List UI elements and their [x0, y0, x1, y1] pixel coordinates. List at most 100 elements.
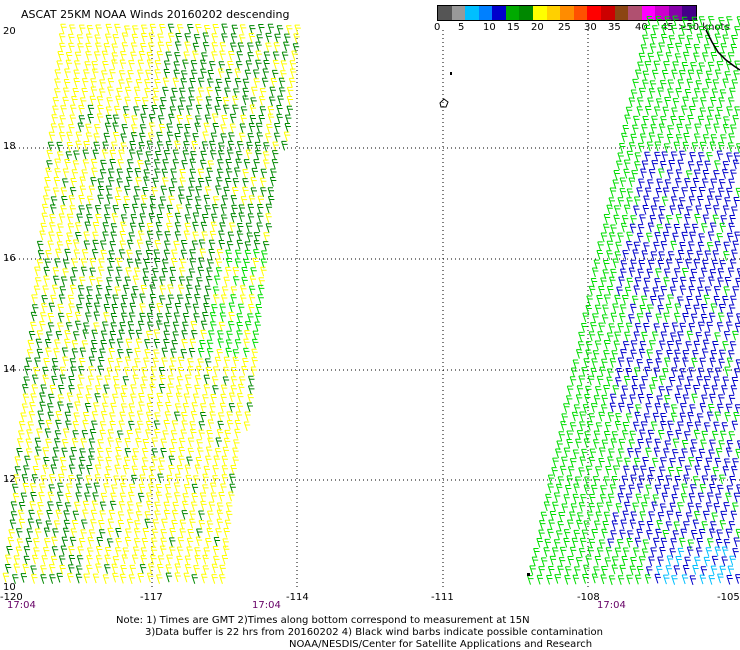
- wind-barb: [114, 366, 121, 376]
- wind-barb: [197, 177, 205, 188]
- wind-barb: [115, 276, 122, 287]
- wind-barb: [628, 267, 636, 278]
- wind-barb: [174, 212, 182, 223]
- wind-barb: [211, 376, 219, 386]
- wind-barb: [126, 258, 134, 269]
- wind-barb: [15, 528, 23, 538]
- wind-barb: [648, 132, 656, 143]
- wind-barb: [719, 430, 727, 441]
- wind-barb: [581, 367, 588, 377]
- wind-barb: [45, 347, 52, 358]
- wind-barb: [74, 311, 82, 322]
- wind-barb: [41, 555, 48, 565]
- wind-barb: [23, 546, 31, 556]
- wind-barb: [138, 51, 146, 61]
- wind-barb: [133, 538, 141, 548]
- wind-barb: [619, 304, 627, 315]
- wind-barb: [693, 511, 701, 521]
- wind-barb: [582, 312, 589, 323]
- wind-barb: [128, 312, 136, 323]
- wind-barb: [720, 43, 727, 53]
- wind-barb: [196, 439, 203, 449]
- wind-barb: [135, 329, 143, 340]
- wind-barb: [677, 159, 684, 170]
- wind-barb: [265, 32, 272, 43]
- wind-barb: [60, 545, 68, 556]
- wind-barb: [265, 133, 272, 143]
- wind-barb: [130, 42, 138, 53]
- wind-barb: [45, 250, 52, 260]
- wind-barb: [88, 185, 96, 196]
- wind-barb: [135, 338, 143, 349]
- wind-barb: [626, 188, 634, 199]
- wind-barb: [147, 563, 155, 574]
- wind-barb: [697, 286, 704, 297]
- wind-barb: [267, 23, 275, 34]
- wind-barb: [167, 23, 175, 34]
- wind-barb: [81, 87, 88, 98]
- wind-barb: [154, 412, 161, 423]
- wind-barb: [630, 474, 637, 485]
- wind-barb: [108, 509, 116, 520]
- wind-barb: [715, 493, 722, 504]
- wind-barb: [181, 420, 188, 431]
- wind-barb: [178, 186, 185, 197]
- wind-barb: [140, 113, 147, 124]
- wind-barb: [704, 465, 711, 476]
- wind-barb: [134, 96, 141, 107]
- wind-barb: [28, 411, 36, 421]
- wind-barb: [684, 465, 692, 476]
- wind-barb: [634, 411, 641, 422]
- wind-barb: [606, 204, 613, 215]
- wind-barb: [629, 394, 636, 405]
- wind-barb: [254, 312, 262, 323]
- wind-barb: [110, 231, 117, 242]
- wind-barb: [160, 448, 167, 458]
- wind-barb: [123, 25, 131, 36]
- wind-barb: [231, 187, 239, 197]
- wind-barb: [221, 474, 228, 484]
- wind-barb: [575, 394, 583, 404]
- wind-barb: [696, 33, 703, 44]
- wind-barb: [251, 86, 258, 97]
- wind-barb: [625, 367, 632, 378]
- wind-barb: [133, 195, 140, 206]
- wind-barb: [239, 24, 247, 35]
- wind-barb: [180, 78, 187, 88]
- wind-barb: [578, 548, 586, 558]
- wind-barb: [181, 160, 188, 170]
- wind-barb: [645, 232, 653, 243]
- wind-barb: [143, 258, 151, 269]
- wind-barb: [178, 437, 186, 448]
- wind-barb: [617, 448, 625, 459]
- wind-barb: [608, 232, 616, 243]
- wind-barb: [237, 383, 245, 394]
- wind-barb: [213, 455, 220, 466]
- wind-barb: [651, 69, 659, 80]
- wind-barb: [634, 152, 642, 163]
- wind-barb: [655, 98, 663, 109]
- wind-barb: [126, 168, 133, 178]
- wind-barb: [146, 59, 154, 70]
- wind-barb: [644, 574, 652, 584]
- wind-barb: [646, 349, 653, 360]
- wind-barb: [702, 134, 710, 144]
- wind-barb: [80, 266, 88, 277]
- wind-barb: [44, 258, 51, 269]
- wind-barb: [42, 447, 49, 457]
- wind-barb: [42, 547, 50, 557]
- wind-barb: [578, 375, 585, 386]
- wind-barb: [210, 132, 218, 143]
- wind-barb: [643, 195, 650, 206]
- wind-barb: [234, 68, 241, 79]
- wind-barb: [86, 25, 94, 35]
- wind-barb: [33, 285, 41, 296]
- wind-barb: [117, 349, 124, 359]
- wind-barb: [731, 79, 738, 90]
- wind-barb: [720, 510, 727, 521]
- wind-barb: [199, 159, 207, 170]
- wind-barb: [693, 169, 701, 180]
- wind-barb: [645, 403, 652, 413]
- wind-barb: [107, 437, 114, 448]
- wind-barb: [149, 195, 156, 206]
